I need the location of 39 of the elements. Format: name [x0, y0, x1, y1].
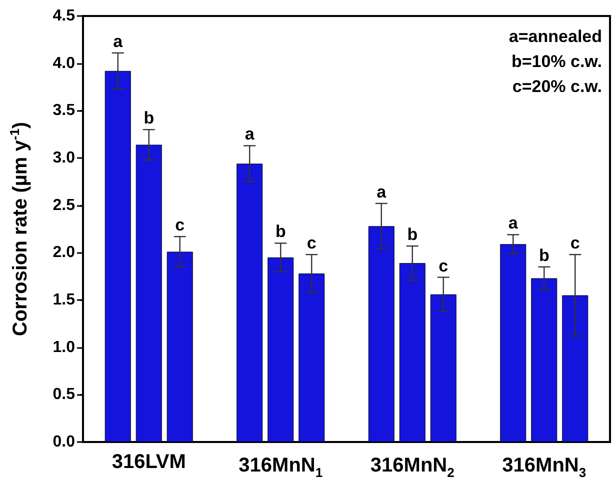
data-label: c [175, 216, 185, 235]
data-label: a [113, 32, 124, 51]
bar [531, 278, 558, 442]
y-tick-label: 2.0 [52, 244, 76, 262]
annotation: c=20% c.w. [512, 77, 602, 96]
bar [399, 263, 426, 442]
y-tick-label: 4.5 [52, 8, 76, 24]
bar [430, 294, 456, 442]
bar [166, 252, 193, 442]
y-tick-label: 2.5 [52, 196, 76, 214]
x-tick-label: 316LVM [112, 451, 186, 473]
y-tick-label: 4.0 [52, 54, 76, 72]
data-label: c [570, 234, 580, 253]
data-label: a [508, 214, 518, 233]
data-label: c [438, 256, 448, 276]
bar [136, 144, 162, 442]
bar [268, 257, 294, 442]
bar [298, 273, 325, 442]
bar [104, 70, 131, 442]
y-tick-label: 0.5 [52, 386, 76, 404]
bar [368, 226, 394, 442]
data-label: b [407, 225, 418, 244]
annotation: b=10% c.w. [511, 52, 602, 71]
data-label: a [244, 124, 255, 144]
y-tick-label: 3.0 [52, 150, 76, 166]
bar [236, 164, 263, 442]
data-label: c [306, 234, 316, 253]
data-label: a [376, 182, 387, 202]
data-label: b [538, 246, 550, 265]
data-label: b [275, 222, 286, 242]
annotation: a=annealed [508, 27, 602, 46]
y-tick-label: 1.0 [52, 338, 76, 356]
bar [500, 244, 526, 442]
y-axis-title: Corrosion rate (µm y-1) [7, 122, 32, 336]
bar [562, 295, 588, 442]
y-tick-label: 0.0 [52, 434, 76, 450]
y-tick-label: 1.5 [52, 292, 76, 308]
y-tick-label: 3.5 [52, 102, 76, 120]
data-label: b [144, 108, 154, 128]
